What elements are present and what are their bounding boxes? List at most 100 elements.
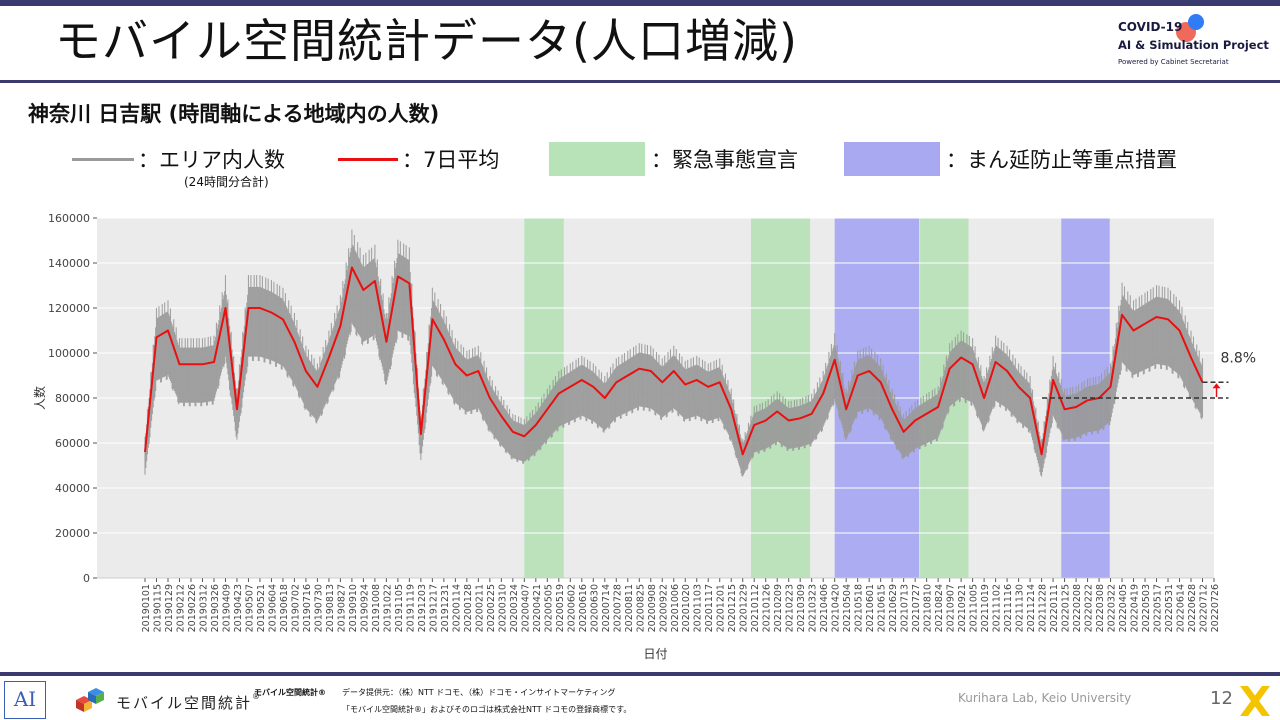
- y-tick-label-8: 160000: [48, 212, 90, 225]
- legend-priority-label: ：まん延防止等重点措置: [946, 148, 1177, 172]
- x-tick-label-28: 20200128: [463, 584, 474, 632]
- x-tick-label-73: 20211019: [980, 584, 991, 632]
- x-tick-label-75: 20211116: [1003, 584, 1014, 632]
- legend-emergency: ：緊急事態宣言: [549, 142, 829, 178]
- x-tick-label-69: 20210824: [934, 584, 945, 632]
- footer-data-source: データ提供元：（株）NTT ドコモ、（株）ドコモ・インサイトマーケティング: [342, 688, 616, 697]
- y-axis-label: 人数: [32, 386, 47, 410]
- x-tick-label-11: 20190604: [267, 584, 278, 632]
- x-tick-label-88: 20220517: [1153, 584, 1164, 632]
- x-tick-label-79: 20220111: [1049, 584, 1060, 632]
- x-tick-label-58: 20210323: [808, 584, 819, 632]
- x-tick-label-42: 20200811: [624, 584, 635, 632]
- x-tick-label-63: 20210601: [865, 584, 876, 632]
- x-tick-label-23: 20191119: [405, 584, 416, 632]
- x-tick-label-80: 20220125: [1061, 584, 1072, 632]
- x-tick-label-87: 20220503: [1141, 584, 1152, 632]
- x-tick-label-74: 20211102: [992, 584, 1003, 632]
- x-tick-label-21: 20191022: [382, 584, 393, 632]
- page-number: 12: [1210, 688, 1233, 709]
- x-tick-label-0: 20190101: [141, 584, 152, 632]
- x-tick-label-46: 20201006: [670, 584, 681, 632]
- x-tick-label-29: 20200211: [474, 584, 485, 632]
- footer-divider: [0, 672, 1280, 676]
- footer-brand: モバイル空間統計®: [116, 692, 262, 713]
- x-tick-label-1: 20190115: [152, 584, 163, 632]
- x-tick-label-61: 20210504: [842, 584, 853, 632]
- x-tick-label-3: 20190212: [175, 584, 186, 632]
- x-tick-label-66: 20210713: [900, 584, 911, 632]
- x-tick-label-18: 20190910: [348, 584, 359, 632]
- legend-raw-label: ：エリア内人数: [138, 148, 285, 172]
- x-tick-label-19: 20190924: [359, 584, 370, 632]
- legend-raw: ：エリア内人数: [72, 142, 312, 178]
- x-tick-label-24: 20191203: [417, 584, 428, 632]
- x-tick-label-30: 20200225: [486, 584, 497, 632]
- logo-line-1: COVID-19: [1118, 20, 1183, 34]
- page-title: モバイル空間統計データ(人口増減): [55, 14, 798, 68]
- x-tick-label-40: 20200714: [601, 584, 612, 632]
- y-tick-label-0: 0: [83, 572, 90, 585]
- legend-priority-swatch-icon: [844, 142, 940, 176]
- x-tick-label-39: 20200630: [589, 584, 600, 632]
- covid-project-logo: COVID-19 AI & Simulation Project Powered…: [1118, 14, 1278, 74]
- x-tick-label-5: 20190312: [198, 584, 209, 632]
- x-tick-label-4: 20190226: [187, 584, 198, 632]
- x-tick-label-86: 20220419: [1130, 584, 1141, 632]
- y-tick-label-3: 60000: [55, 437, 90, 450]
- x-axis-label: 日付: [643, 647, 667, 661]
- y-tick-label-1: 20000: [55, 527, 90, 540]
- top-accent-bar: [0, 0, 1280, 6]
- x-tick-label-38: 20200616: [578, 584, 589, 632]
- chart-subtitle: 神奈川 日吉駅 (時間軸による地域内の人数): [28, 102, 440, 126]
- change-annotation: 8.8%: [1221, 350, 1257, 366]
- x-tick-label-90: 20220614: [1176, 584, 1187, 632]
- change-arrow-head: [1212, 383, 1221, 389]
- x-tick-label-92: 20220712: [1199, 584, 1210, 632]
- x-tick-label-22: 20191105: [394, 584, 405, 632]
- x-tick-label-53: 20210112: [750, 584, 761, 632]
- population-chart: 0 20000 40000 60000 80000 100000 120000 140000 1…: [32, 212, 1257, 661]
- x-tick-label-32: 20200324: [509, 584, 520, 632]
- x-tick-label-54: 20210126: [762, 584, 773, 632]
- x-tick-label-12: 20190618: [279, 584, 290, 632]
- x-tick-label-44: 20200908: [647, 584, 658, 632]
- y-tick-label-5: 100000: [48, 347, 90, 360]
- x-tick-label-62: 20210518: [854, 584, 865, 632]
- x-tick-label-43: 20200825: [635, 584, 646, 632]
- logo-line-3: Powered by Cabinet Secretariat: [1118, 58, 1229, 66]
- y-tick-label-4: 80000: [55, 392, 90, 405]
- avg-line: [144, 266, 1204, 456]
- legend-raw-note: (24時間分合計): [184, 175, 269, 189]
- x-tick-label-33: 20200407: [520, 584, 531, 632]
- x-tick-label-49: 20201117: [704, 584, 715, 632]
- footer-brand-reg: ®: [252, 692, 263, 701]
- x-tick-label-76: 20211130: [1015, 584, 1026, 632]
- x-tick-label-85: 20220405: [1118, 584, 1129, 632]
- footer-lab-name: Kurihara Lab, Keio University: [958, 691, 1132, 705]
- x-tick-label-64: 20210615: [877, 584, 888, 632]
- x-brand-icon: [1240, 686, 1270, 716]
- x-tick-label-84: 20220322: [1107, 584, 1118, 632]
- x-tick-label-57: 20210309: [796, 584, 807, 632]
- x-tick-label-78: 20211228: [1038, 584, 1049, 632]
- x-tick-label-6: 20190326: [210, 584, 221, 632]
- x-tick-label-25: 20191217: [428, 584, 439, 632]
- mobile-stats-cubes-icon: [76, 688, 104, 712]
- x-tick-label-47: 20201020: [681, 584, 692, 632]
- x-tick-label-68: 20210810: [923, 584, 934, 632]
- y-tick-label-6: 120000: [48, 302, 90, 315]
- x-tick-label-67: 20210727: [911, 584, 922, 632]
- x-tick-label-8: 20190423: [233, 584, 244, 632]
- x-tick-label-83: 20220308: [1095, 584, 1106, 632]
- logo-blue-dot-icon: [1188, 14, 1204, 30]
- x-tick-label-34: 20200421: [532, 584, 543, 632]
- footer-service-name: モバイル空間統計®: [254, 688, 326, 697]
- x-tick-label-27: 20200114: [451, 584, 462, 632]
- legend-avg: ：7日平均: [338, 142, 518, 178]
- x-tick-label-45: 20200922: [658, 584, 669, 632]
- legend-avg-line-icon: [338, 158, 398, 161]
- x-tick-label-82: 20220222: [1084, 584, 1095, 632]
- x-tick-label-70: 20210907: [946, 584, 957, 632]
- x-tick-label-56: 20210223: [785, 584, 796, 632]
